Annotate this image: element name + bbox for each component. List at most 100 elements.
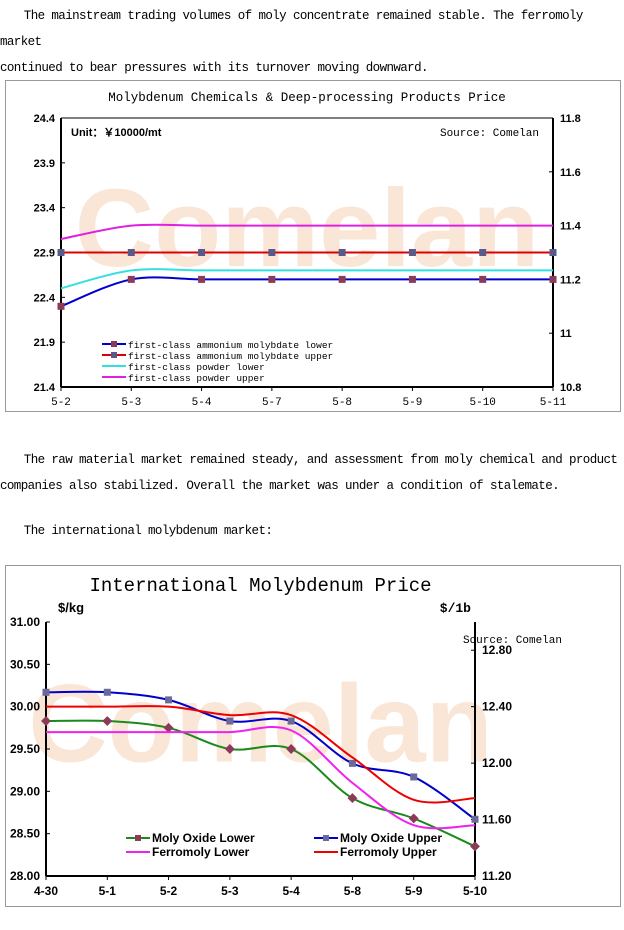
- x-tick-label: 5-3: [121, 397, 141, 409]
- y2-tick-label: 11.8: [560, 113, 581, 125]
- data-point: [226, 717, 234, 725]
- chart-title: International Molybdenum Price: [89, 575, 431, 597]
- data-point: [549, 275, 557, 283]
- text-line: continued to bear pressures with its tur…: [0, 61, 428, 75]
- y-tick-label: 30.00: [10, 700, 40, 714]
- y2-tick-label: 12.80: [482, 643, 512, 657]
- data-point: [408, 813, 419, 824]
- paragraph-2: The raw material market remained steady,…: [0, 447, 624, 499]
- watermark-logo: Comelan: [75, 167, 540, 290]
- data-point: [198, 249, 206, 256]
- unit-label: Unit：￥10000/mt: [71, 127, 162, 139]
- chart-chemicals-price: Comelan Molybdenum Chemicals & Deep-proce…: [5, 80, 621, 412]
- series-line-0: [60, 276, 553, 308]
- x-tick-label: 5-10: [470, 397, 496, 409]
- chart-svg: Comelan International Molybdenum Price 31.…: [10, 575, 562, 898]
- chart-title: Molybdenum Chemicals & Deep-processing P…: [108, 91, 506, 105]
- data-point: [268, 249, 276, 256]
- legend-label: Moly Oxide Upper: [340, 831, 442, 845]
- x-tick-label: 5-4: [192, 397, 212, 409]
- data-point: [338, 249, 346, 256]
- x-tick-label: 5-3: [221, 884, 239, 898]
- x-tick-label: 5-4: [282, 884, 300, 898]
- legend-marker: [135, 835, 141, 841]
- series-line-2: [46, 725, 476, 830]
- y-tick-label: 30.50: [10, 657, 40, 671]
- data-point: [127, 249, 135, 256]
- source-label: Source: Comelan: [440, 128, 539, 140]
- source-label: Source: Comelan: [463, 635, 562, 647]
- y-tick-label: 31.00: [10, 615, 40, 629]
- series-line-3: [60, 223, 553, 241]
- y-tick-label: 23.9: [34, 158, 55, 170]
- data-point: [286, 744, 297, 754]
- data-point: [410, 773, 418, 781]
- data-point: [41, 716, 51, 727]
- y2-tick-label: 12.40: [482, 700, 512, 714]
- data-point: [479, 275, 487, 283]
- text-line: The mainstream trading volumes of moly c…: [0, 9, 583, 49]
- legend-label: Moly Oxide Lower: [152, 831, 255, 845]
- data-point: [103, 688, 111, 696]
- x-tick-label: 5-8: [332, 397, 352, 409]
- data-point: [268, 275, 276, 283]
- y-tick-label: 28.50: [10, 827, 40, 841]
- chart-svg: Comelan Molybdenum Chemicals & Deep-proce…: [34, 91, 582, 409]
- y-axis-label: $/kg: [58, 600, 84, 615]
- paragraph-3: The international molybdenum market:: [0, 524, 273, 538]
- y-tick-label: 23.4: [34, 203, 56, 215]
- x-tick-label: 5-9: [403, 397, 423, 409]
- y2-axis-label: $/1b: [440, 601, 471, 616]
- series-line-2: [60, 268, 553, 290]
- data-point: [408, 275, 416, 283]
- y-tick-label: 22.9: [34, 248, 55, 260]
- y2-tick-label: 10.8: [560, 382, 581, 394]
- x-tick-label: 5-10: [463, 884, 487, 898]
- data-point: [57, 302, 65, 310]
- data-point: [471, 815, 479, 823]
- data-point: [198, 275, 206, 283]
- y-tick-label: 28.00: [10, 869, 40, 883]
- y2-tick-label: 11.20: [482, 869, 512, 883]
- x-tick-label: 5-1: [99, 884, 117, 898]
- series-line-3: [45, 705, 476, 804]
- data-point: [224, 744, 235, 754]
- data-point: [479, 249, 487, 256]
- paragraph-1: The mainstream trading volumes of moly c…: [0, 3, 624, 81]
- x-tick-label: 5-11: [540, 397, 567, 409]
- series-line-0: [45, 719, 476, 848]
- data-point: [42, 688, 50, 696]
- x-tick-label: 5-2: [160, 884, 178, 898]
- y-tick-label: 21.4: [34, 382, 56, 394]
- chart-international-price: Comelan International Molybdenum Price 31.…: [5, 565, 621, 907]
- y2-tick-label: 11.4: [560, 221, 582, 233]
- y-tick-label: 29.50: [10, 742, 40, 756]
- data-point: [470, 841, 480, 852]
- legend-marker: [111, 352, 117, 358]
- x-tick-label: 5-2: [51, 397, 71, 409]
- legend-label: first-class powder upper: [128, 373, 265, 384]
- data-point: [165, 696, 173, 704]
- data-point: [408, 249, 416, 256]
- data-point: [287, 717, 295, 725]
- data-point: [348, 759, 356, 767]
- data-point: [57, 249, 65, 256]
- legend-label: Ferromoly Upper: [340, 845, 437, 859]
- text-line: The raw material market remained steady,…: [0, 453, 618, 467]
- x-tick-label: 5-7: [262, 397, 282, 409]
- legend-marker: [323, 835, 329, 841]
- y-tick-label: 22.4: [34, 292, 56, 304]
- x-tick-label: 4-30: [34, 884, 58, 898]
- data-point: [338, 275, 346, 283]
- x-tick-label: 5-8: [344, 884, 362, 898]
- y2-tick-label: 11: [560, 328, 572, 340]
- legend-label: first-class ammonium molybdate lower: [128, 340, 333, 351]
- data-point: [347, 793, 358, 804]
- y2-tick-label: 11.6: [560, 167, 581, 179]
- y2-tick-label: 11.60: [482, 813, 512, 827]
- data-point: [127, 275, 135, 283]
- y-tick-label: 24.4: [34, 113, 56, 125]
- data-point: [102, 716, 113, 727]
- legend-label: first-class powder lower: [128, 362, 265, 373]
- x-tick-label: 5-9: [405, 884, 423, 898]
